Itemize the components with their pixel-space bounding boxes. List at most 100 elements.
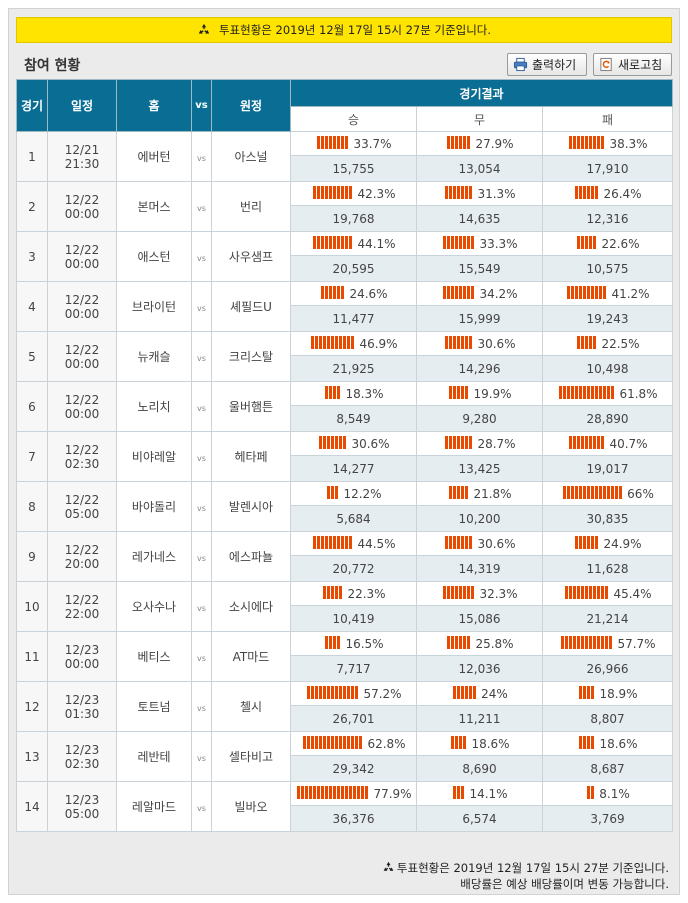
result-lose: 26.4%	[541, 181, 674, 206]
bar-segment	[619, 486, 623, 500]
away-team: 첼시	[211, 681, 291, 732]
bar-segment	[297, 786, 301, 800]
vote-percent-win: 18.3%	[345, 386, 384, 401]
bar-segment	[581, 586, 585, 600]
bar-segment	[573, 586, 577, 600]
vs-mark: vs	[191, 681, 212, 732]
bar-segment	[465, 536, 469, 550]
bar-segment	[565, 636, 569, 650]
bar-segment	[453, 436, 457, 450]
vote-percent-draw: 30.6%	[477, 536, 516, 551]
home-team: 비야레알	[116, 431, 192, 482]
bar-segment	[593, 636, 597, 650]
vote-percent-lose: 41.2%	[611, 286, 650, 301]
bar-segment	[455, 286, 459, 300]
bar-segment	[453, 186, 457, 200]
bar-segment	[565, 586, 569, 600]
table-row: 14 12/23 05:00 레알마드 vs 빌바오 77.9% 14.1% 8.1%	[16, 781, 674, 832]
bar-segment	[591, 786, 595, 800]
home-team: 토트넘	[116, 681, 192, 732]
round-number: 11	[16, 631, 48, 682]
vs-label: vs	[197, 203, 206, 213]
refresh-button[interactable]: 새로고침	[593, 53, 672, 76]
bar-segment	[595, 536, 599, 550]
bar-segment	[467, 136, 471, 150]
vote-bar-lose	[579, 686, 595, 700]
bar-segment	[463, 136, 467, 150]
round-number: 14	[16, 781, 48, 832]
vs-mark: vs	[191, 581, 212, 632]
home-team: 베티스	[116, 631, 192, 682]
result-win: 77.9%	[290, 781, 417, 806]
vote-count-draw: 9,280	[416, 405, 543, 432]
print-button[interactable]: 출력하기	[507, 53, 587, 76]
vs-mark: vs	[191, 231, 212, 282]
bar-segment	[353, 786, 357, 800]
bar-segment	[469, 686, 473, 700]
bar-segment	[577, 336, 581, 350]
vote-percent-lose: 18.6%	[599, 736, 638, 751]
bar-segment	[597, 636, 601, 650]
match-date: 12/22 00:00	[47, 381, 117, 432]
bar-segment	[339, 686, 343, 700]
vote-count-draw: 8,690	[416, 755, 543, 782]
bar-segment	[449, 536, 453, 550]
bar-segment	[461, 436, 465, 450]
vs-mark: vs	[191, 631, 212, 682]
bar-segment	[579, 386, 583, 400]
bar-segment	[341, 236, 345, 250]
bar-segment	[589, 336, 593, 350]
bar-segment	[311, 336, 315, 350]
vote-percent-win: 46.9%	[359, 336, 398, 351]
table-row-counts: 20,595 15,549 10,575	[17, 255, 674, 282]
bar-segment	[321, 536, 325, 550]
bar-segment	[315, 336, 319, 350]
bar-segment	[469, 436, 473, 450]
result-lose: 8.1%	[541, 781, 674, 806]
bar-segment	[325, 236, 329, 250]
result-win: 44.1%	[290, 231, 417, 256]
vs-mark: vs	[191, 431, 212, 482]
vote-count-win: 29,342	[290, 755, 417, 782]
result-lose: 61.8%	[541, 381, 674, 406]
round-number: 7	[16, 431, 48, 482]
vote-count-lose: 8,687	[541, 755, 674, 782]
bar-segment	[457, 386, 461, 400]
bar-segment	[323, 436, 327, 450]
bar-segment	[343, 736, 347, 750]
bar-segment	[331, 686, 335, 700]
bar-segment	[457, 436, 461, 450]
vote-percent-lose: 57.7%	[617, 636, 656, 651]
bar-segment	[457, 786, 461, 800]
vs-label: vs	[197, 453, 206, 463]
bar-segment	[351, 736, 355, 750]
bar-segment	[577, 436, 581, 450]
vote-bar-win	[307, 686, 359, 700]
bar-segment	[593, 586, 597, 600]
result-draw: 25.8%	[416, 631, 543, 656]
vote-bar-draw	[447, 636, 471, 650]
bar-segment	[333, 636, 337, 650]
bar-segment	[361, 786, 365, 800]
result-win: 33.7%	[290, 131, 417, 156]
bar-segment	[593, 336, 597, 350]
vote-bar-draw	[451, 736, 467, 750]
bar-segment	[451, 136, 455, 150]
bar-segment	[585, 636, 589, 650]
bar-segment	[341, 786, 345, 800]
bar-segment	[327, 486, 331, 500]
result-draw: 24%	[416, 681, 543, 706]
bar-segment	[469, 536, 473, 550]
bar-segment	[585, 586, 589, 600]
bar-segment	[321, 136, 325, 150]
bar-segment	[463, 636, 467, 650]
away-team: 번리	[211, 181, 291, 232]
bar-segment	[455, 236, 459, 250]
bar-segment	[581, 436, 585, 450]
bar-segment	[357, 786, 361, 800]
bar-segment	[603, 386, 607, 400]
round-number: 9	[16, 531, 48, 582]
match-date: 12/21 21:30	[47, 131, 117, 182]
match-date: 12/22 20:00	[47, 531, 117, 582]
home-team: 노리치	[116, 381, 192, 432]
